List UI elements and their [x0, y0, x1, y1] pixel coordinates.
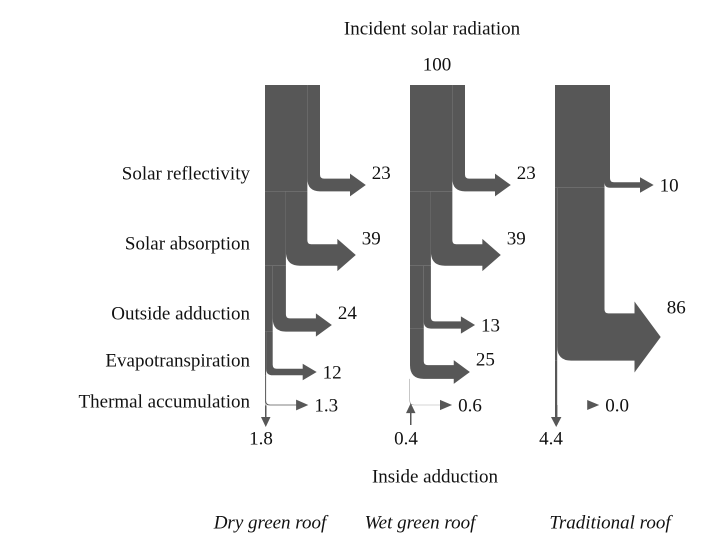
inside-arrowhead	[261, 417, 271, 427]
flow-arrow	[265, 375, 309, 411]
trunk	[555, 85, 605, 188]
flow-arrow	[557, 187, 661, 373]
trunk	[555, 187, 558, 361]
inside-arrowhead	[406, 403, 416, 414]
column-name: Dry green roof	[213, 512, 329, 533]
flow-value: 0.0	[605, 395, 629, 416]
flow-arrow	[285, 191, 356, 272]
flow-arrow	[409, 378, 453, 411]
trunk	[410, 85, 453, 192]
trunk	[410, 191, 431, 266]
trunk	[265, 85, 308, 192]
row-label: Solar absorption	[125, 233, 251, 254]
inside-flow	[265, 405, 267, 425]
incident-value: 100	[423, 54, 452, 75]
flow-value: 13	[481, 315, 500, 336]
flow-value: 23	[517, 163, 536, 184]
flow-arrow	[266, 331, 317, 381]
flow-value: 39	[507, 229, 526, 250]
flow-value: 25	[476, 349, 495, 370]
flow-value: 10	[660, 175, 679, 196]
flow-value: 0.6	[458, 395, 482, 416]
bottom-label: Inside adduction	[372, 466, 499, 487]
title: Incident solar radiation	[344, 18, 521, 39]
trunk	[265, 191, 286, 266]
flow-value: 39	[362, 229, 381, 250]
row-label: Evapotranspiration	[105, 350, 250, 371]
inside-value: 1.8	[249, 428, 273, 449]
trunk	[410, 265, 424, 329]
trunk	[555, 360, 558, 405]
column-name: Wet green roof	[365, 512, 479, 533]
inside-arrowhead	[551, 417, 562, 427]
flow-arrow	[557, 360, 600, 410]
inside-flow	[555, 405, 558, 425]
flow-arrow	[430, 191, 501, 272]
flow-value: 86	[667, 298, 686, 319]
flow-arrow	[423, 265, 476, 334]
flow-arrow	[307, 85, 366, 197]
inside-flow	[410, 405, 412, 425]
trunk	[265, 265, 273, 332]
row-label: Thermal accumulation	[79, 391, 251, 412]
column-name: Traditional roof	[549, 512, 673, 533]
flow-value: 1.3	[314, 395, 338, 416]
trunk	[265, 331, 267, 376]
flow-value: 12	[323, 362, 342, 383]
inside-value: 0.4	[394, 428, 418, 449]
flow-arrow	[604, 85, 654, 193]
row-label: Outside adduction	[111, 303, 250, 324]
flow-arrow	[452, 85, 511, 197]
flow-value: 23	[372, 163, 391, 184]
inside-value: 4.4	[539, 428, 563, 449]
row-label: Solar reflectivity	[122, 163, 251, 184]
flow-arrow	[410, 328, 470, 384]
flow-value: 24	[338, 303, 358, 324]
flow-arrow	[272, 265, 332, 337]
